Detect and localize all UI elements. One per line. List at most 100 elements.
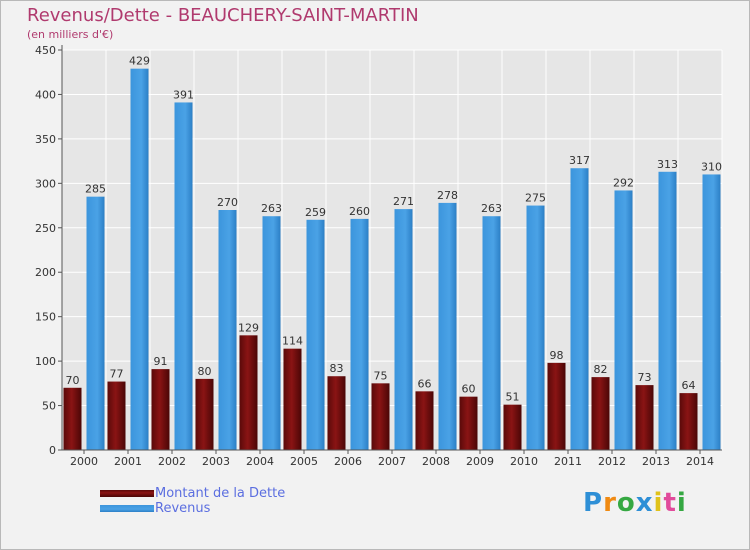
data-label-dette: 64 [682,379,696,392]
bar-revenus [702,174,721,450]
grid-lines [61,49,723,451]
x-tick-label: 2011 [554,455,582,468]
x-tick-label: 2004 [246,455,274,468]
bar-dette [591,377,610,450]
data-label-dette: 51 [506,391,520,404]
x-tick-label: 2007 [378,455,406,468]
data-label-revenus: 310 [701,160,722,173]
data-label-revenus: 275 [525,192,546,205]
bar-revenus [86,196,105,450]
logo-letter: P [583,488,604,518]
bar-dette [63,387,82,450]
y-tick-label: 50 [42,400,56,413]
data-label-dette: 91 [154,355,168,368]
data-label-dette: 83 [330,362,344,375]
data-label-revenus: 317 [569,154,590,167]
bar-dette [679,393,698,450]
y-tick-label: 350 [35,133,56,146]
data-label-revenus: 292 [613,176,634,189]
bar-dette [283,348,302,450]
logo-letter: t [663,488,677,518]
data-label-revenus: 271 [393,195,414,208]
bar-dette [107,381,126,450]
bar-dette [459,396,478,450]
data-label-revenus: 285 [85,183,106,196]
logo-letter: i [653,488,664,518]
data-label-dette: 77 [110,368,124,381]
bar-dette [503,404,522,450]
logo-letter: x [635,488,654,518]
data-label-revenus: 391 [173,88,194,101]
plot-area [62,50,722,450]
bar-dette [327,376,346,450]
x-tick-label: 2012 [598,455,626,468]
legend-label-revenus: Revenus [155,501,211,516]
x-tick-label: 2003 [202,455,230,468]
bar-dette [415,391,434,450]
bar-revenus [526,205,545,450]
logo-letter: r [603,488,617,518]
legend-swatch-revenus [100,505,154,512]
axes: 0 50 100 150 200 250 300 350 400 450 2000 2001 2002 2… [35,44,722,468]
y-tick-label: 300 [35,177,56,190]
bar-revenus [614,190,633,450]
bar-dette [195,378,214,450]
y-tick-label: 250 [35,222,56,235]
legend-label-dette: Montant de la Dette [155,486,286,501]
data-label-revenus: 263 [481,202,502,215]
x-tick-label: 2006 [334,455,362,468]
bar-revenus [350,218,369,450]
x-tick-label: 2000 [70,455,98,468]
x-tick-label: 2010 [510,455,538,468]
data-label-dette: 114 [282,335,303,348]
x-tick-label: 2008 [422,455,450,468]
data-label-dette: 60 [462,383,476,396]
y-tick-label: 450 [35,44,56,57]
data-label-revenus: 313 [657,158,678,171]
data-labels: 70 285 77 429 91 391 80 270 129 263 114 259 83 260 75 2… [66,55,723,404]
bar-revenus [306,219,325,450]
bar-revenus [482,216,501,450]
y-tick-label: 150 [35,311,56,324]
bar-revenus [570,168,589,450]
bar-dette [635,385,654,450]
bar-revenus [394,209,413,450]
data-label-dette: 73 [638,371,652,384]
bar-revenus [438,202,457,450]
bar-revenus [218,210,237,450]
chart-subtitle: (en milliers d'€) [27,28,114,41]
proxiti-logo: Proxiti [583,488,687,518]
data-label-dette: 70 [66,374,80,387]
data-label-dette: 82 [594,363,608,376]
bar-revenus [658,171,677,450]
bar-dette [239,335,258,450]
bar-revenus [130,68,149,451]
y-tick-label: 100 [35,355,56,368]
bar-dette [547,362,566,450]
data-label-revenus: 429 [129,55,150,68]
bars [63,68,721,451]
data-label-revenus: 270 [217,196,238,209]
chart-title: Revenus/Dette - BEAUCHERY-SAINT-MARTIN [27,5,419,26]
x-tick-label: 2005 [290,455,318,468]
y-tick-label: 400 [35,88,56,101]
bar-revenus [262,216,281,450]
data-label-revenus: 260 [349,205,370,218]
logo-letter: o [616,488,636,518]
data-label-dette: 75 [374,369,388,382]
y-tick-label: 0 [49,444,56,457]
bar-revenus [174,102,193,450]
legend-swatch-dette [100,490,154,497]
y-tick-label: 200 [35,266,56,279]
logo-letter: i [676,488,687,518]
data-label-revenus: 259 [305,206,326,219]
data-label-dette: 66 [418,377,432,390]
x-tick-label: 2001 [114,455,142,468]
data-label-revenus: 263 [261,202,282,215]
data-label-dette: 98 [550,349,564,362]
x-tick-label: 2014 [686,455,714,468]
data-label-dette: 80 [198,365,212,378]
data-label-dette: 129 [238,321,259,334]
bar-dette [151,369,170,450]
